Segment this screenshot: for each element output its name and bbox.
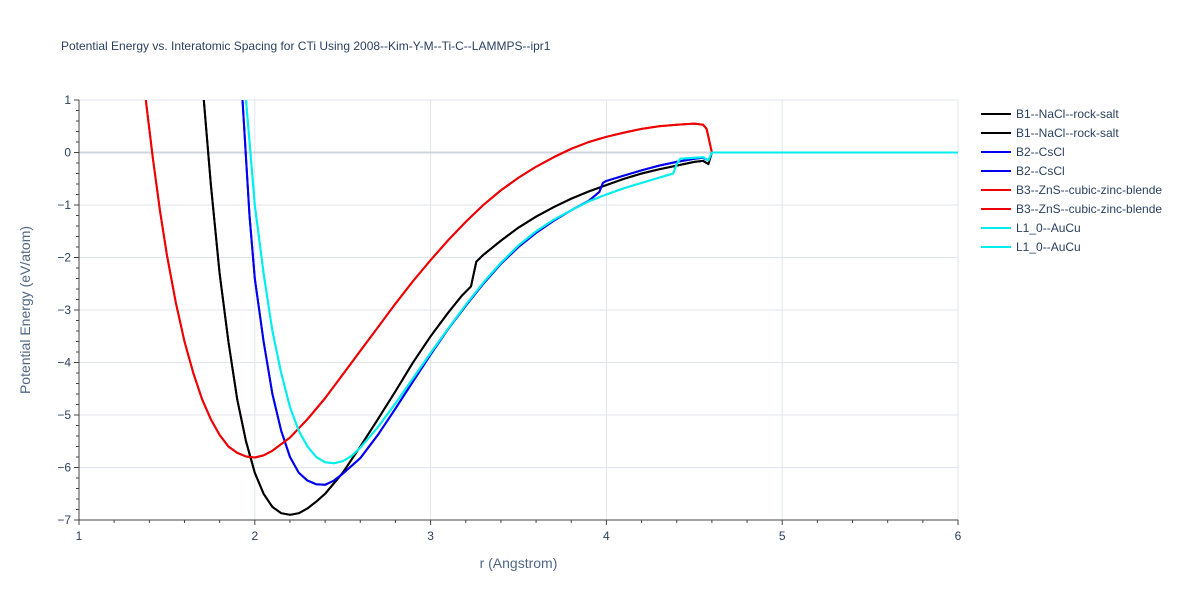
legend-label: B3--ZnS--cubic-zinc-blende <box>1016 183 1162 197</box>
legend-label: B1--NaCl--rock-salt <box>1016 107 1119 121</box>
series-line-1 <box>202 100 958 516</box>
legend-item[interactable]: L1_0--AuCu <box>981 240 1081 254</box>
legend-label: B3--ZnS--cubic-zinc-blende <box>1016 202 1162 216</box>
y-tick-label: −6 <box>57 461 71 475</box>
y-tick-label: −2 <box>57 251 71 265</box>
series-line-0 <box>202 100 958 516</box>
series-line-4 <box>144 100 958 459</box>
grid <box>79 99 959 520</box>
legend-item[interactable]: B3--ZnS--cubic-zinc-blende <box>981 202 1162 216</box>
y-tick-label: −4 <box>57 356 71 370</box>
x-tick-label: 2 <box>251 529 258 543</box>
legend[interactable]: B1--NaCl--rock-salt B1--NaCl--rock-salt B2… <box>981 107 1162 254</box>
legend-item[interactable]: B2--CsCl <box>981 164 1065 178</box>
x-tick-label: 6 <box>955 529 962 543</box>
plot-area <box>144 100 958 516</box>
chart-title: Potential Energy vs. Interatomic Spacing… <box>61 39 551 53</box>
y-tick-label: −5 <box>57 408 71 422</box>
y-tick-label: −3 <box>57 303 71 317</box>
y-tick-label: 0 <box>64 146 71 160</box>
legend-label: L1_0--AuCu <box>1016 240 1081 254</box>
x-tick-label: 5 <box>779 529 786 543</box>
legend-label: B1--NaCl--rock-salt <box>1016 126 1119 140</box>
legend-item[interactable]: B3--ZnS--cubic-zinc-blende <box>981 183 1162 197</box>
x-tick-label: 3 <box>427 529 434 543</box>
y-axis-title: Potential Energy (eV/atom) <box>17 226 33 394</box>
legend-label: L1_0--AuCu <box>1016 221 1081 235</box>
series-line-5 <box>144 100 958 459</box>
axes: 1 2 3 4 5 6 1 0 −1 −2 −3 −4 −5 −6 −7 <box>57 93 961 543</box>
x-tick-label: 1 <box>76 529 83 543</box>
y-tick-label: −7 <box>57 513 71 527</box>
series-line-7 <box>245 100 958 465</box>
legend-item[interactable]: B1--NaCl--rock-salt <box>981 107 1119 121</box>
x-axis-title: r (Angstrom) <box>480 555 558 571</box>
legend-label: B2--CsCl <box>1016 145 1065 159</box>
series-line-2 <box>241 100 958 486</box>
legend-item[interactable]: L1_0--AuCu <box>981 221 1081 235</box>
x-tick-label: 4 <box>603 529 610 543</box>
y-tick-label: −1 <box>57 198 71 212</box>
legend-item[interactable]: B1--NaCl--rock-salt <box>981 126 1119 140</box>
y-tick-label: 1 <box>64 93 71 107</box>
legend-item[interactable]: B2--CsCl <box>981 145 1065 159</box>
series-line-3 <box>241 100 958 486</box>
legend-label: B2--CsCl <box>1016 164 1065 178</box>
series-line-6 <box>245 100 958 465</box>
